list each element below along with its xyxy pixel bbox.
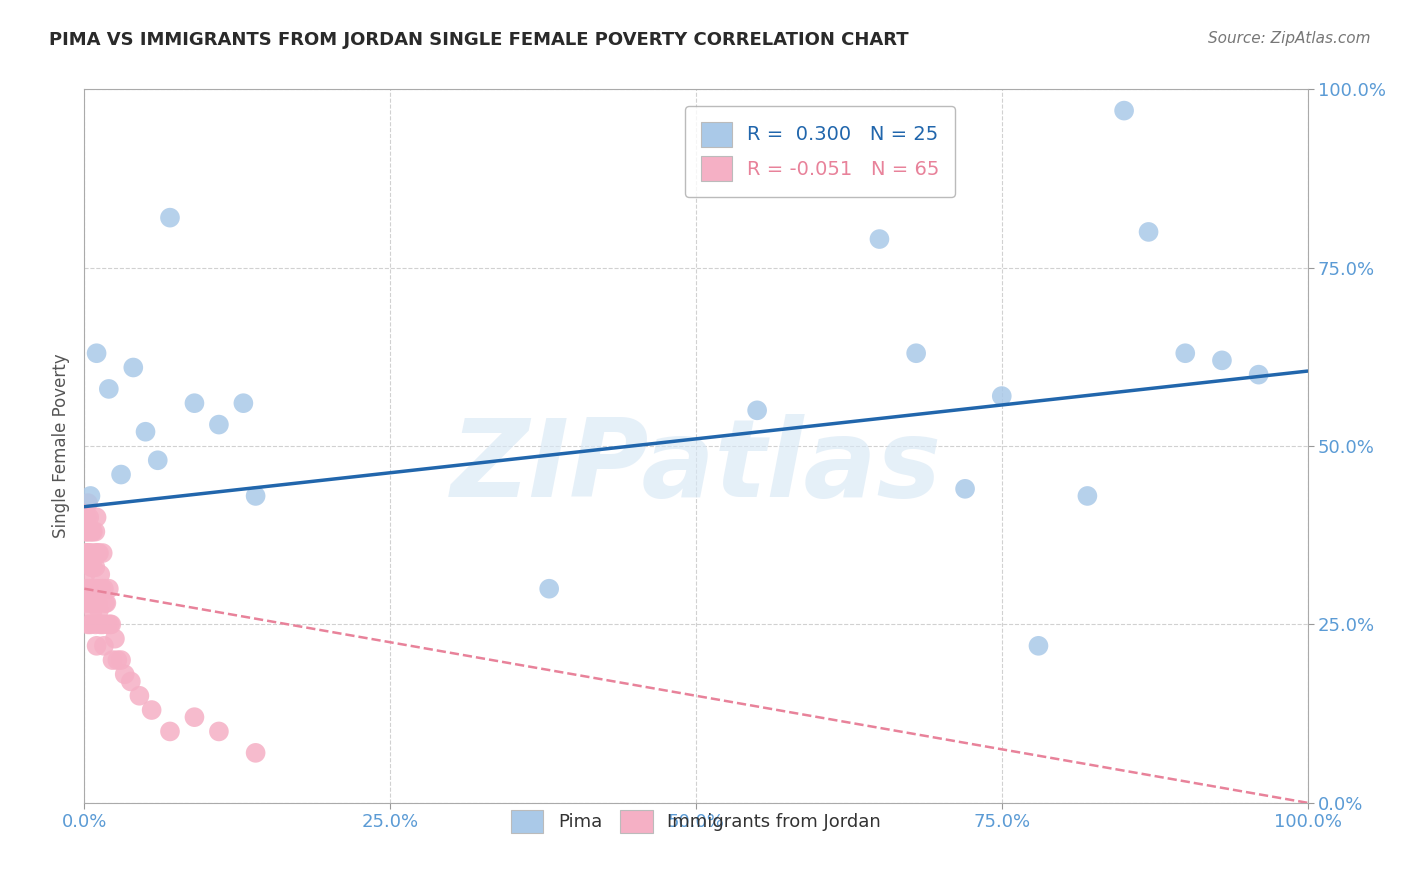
- Point: [159, 211, 181, 225]
- Point: [245, 489, 267, 503]
- Point: [100, 617, 122, 632]
- Point: [90, 582, 112, 596]
- Point: [245, 746, 267, 760]
- Point: [77, 510, 100, 524]
- Point: [77, 524, 100, 539]
- Point: [76, 510, 98, 524]
- Point: [75, 567, 97, 582]
- Point: [98, 617, 121, 632]
- Point: [87, 596, 110, 610]
- Point: [89, 567, 111, 582]
- Point: [159, 724, 181, 739]
- Point: [101, 653, 124, 667]
- Point: [1247, 368, 1270, 382]
- Point: [146, 453, 169, 467]
- Point: [77, 546, 100, 560]
- Point: [79, 582, 101, 596]
- Point: [87, 546, 110, 560]
- Point: [110, 467, 132, 482]
- Point: [97, 382, 120, 396]
- Point: [83, 546, 105, 560]
- Point: [86, 639, 108, 653]
- Point: [104, 632, 127, 646]
- Point: [79, 546, 101, 560]
- Y-axis label: Single Female Poverty: Single Female Poverty: [52, 354, 70, 538]
- Point: [114, 667, 136, 681]
- Point: [953, 482, 976, 496]
- Text: ZIPatlas: ZIPatlas: [450, 415, 942, 520]
- Point: [96, 596, 118, 610]
- Point: [79, 524, 101, 539]
- Point: [75, 510, 97, 524]
- Point: [77, 596, 100, 610]
- Point: [86, 546, 108, 560]
- Point: [1076, 489, 1098, 503]
- Point: [80, 560, 103, 574]
- Point: [77, 582, 100, 596]
- Legend: Pima, Immigrants from Jordan: Pima, Immigrants from Jordan: [496, 795, 896, 847]
- Point: [75, 524, 97, 539]
- Point: [84, 617, 107, 632]
- Point: [141, 703, 163, 717]
- Point: [79, 489, 101, 503]
- Text: Source: ZipAtlas.com: Source: ZipAtlas.com: [1208, 31, 1371, 46]
- Point: [97, 582, 120, 596]
- Point: [82, 603, 104, 617]
- Point: [93, 639, 115, 653]
- Point: [76, 524, 98, 539]
- Point: [183, 710, 205, 724]
- Point: [76, 546, 98, 560]
- Point: [869, 232, 891, 246]
- Point: [538, 582, 561, 596]
- Point: [122, 360, 145, 375]
- Point: [93, 582, 115, 596]
- Point: [87, 603, 110, 617]
- Point: [135, 425, 157, 439]
- Point: [183, 396, 205, 410]
- Point: [991, 389, 1014, 403]
- Point: [128, 689, 150, 703]
- Point: [1114, 103, 1136, 118]
- Point: [208, 724, 231, 739]
- Point: [87, 546, 110, 560]
- Point: [105, 653, 128, 667]
- Text: PIMA VS IMMIGRANTS FROM JORDAN SINGLE FEMALE POVERTY CORRELATION CHART: PIMA VS IMMIGRANTS FROM JORDAN SINGLE FE…: [49, 31, 908, 49]
- Point: [75, 596, 97, 610]
- Point: [86, 510, 108, 524]
- Point: [1028, 639, 1050, 653]
- Point: [82, 524, 104, 539]
- Point: [1211, 353, 1233, 368]
- Point: [120, 674, 142, 689]
- Point: [77, 496, 100, 510]
- Point: [747, 403, 769, 417]
- Point: [1137, 225, 1160, 239]
- Point: [77, 546, 100, 560]
- Point: [77, 617, 100, 632]
- Point: [76, 582, 98, 596]
- Point: [84, 524, 107, 539]
- Point: [75, 546, 97, 560]
- Point: [79, 617, 101, 632]
- Point: [1174, 346, 1197, 360]
- Point: [110, 653, 132, 667]
- Point: [91, 617, 114, 632]
- Point: [89, 617, 111, 632]
- Point: [91, 546, 114, 560]
- Point: [83, 596, 105, 610]
- Point: [97, 617, 120, 632]
- Point: [82, 560, 104, 574]
- Point: [86, 582, 108, 596]
- Point: [80, 596, 103, 610]
- Point: [84, 560, 107, 574]
- Point: [208, 417, 231, 432]
- Point: [94, 596, 117, 610]
- Point: [80, 524, 103, 539]
- Point: [232, 396, 254, 410]
- Point: [905, 346, 928, 360]
- Point: [86, 346, 108, 360]
